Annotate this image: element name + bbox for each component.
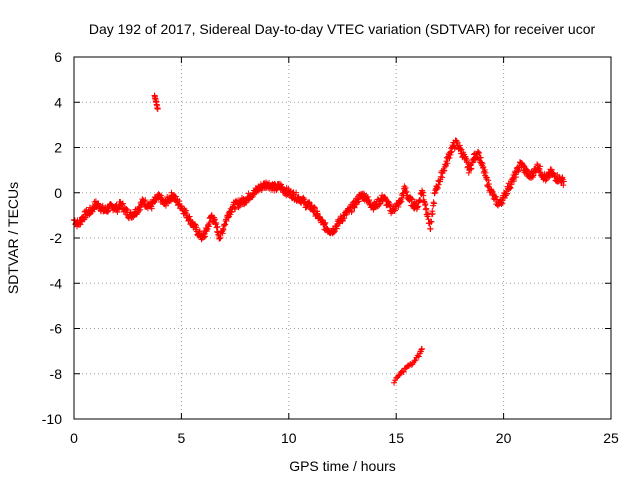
data-point: [446, 155, 453, 162]
y-tick-label: -8: [50, 366, 63, 382]
x-tick-label: 15: [388, 430, 404, 446]
y-tick-label: -2: [50, 230, 63, 246]
data-point: [214, 223, 221, 230]
plot-frame: [73, 56, 612, 420]
data-point: [560, 178, 567, 185]
data-point: [293, 189, 300, 196]
data-point: [434, 184, 441, 191]
data-point: [400, 368, 407, 375]
data-point: [202, 233, 209, 240]
data-point: [548, 166, 555, 173]
chart-title: Day 192 of 2017, Sidereal Day-to-day VTE…: [89, 21, 596, 37]
data-point: [418, 345, 425, 352]
x-axis-label: GPS time / hours: [289, 458, 396, 474]
y-axis-label: SDTVAR / TECUs: [5, 182, 21, 294]
data-point: [468, 165, 475, 172]
x-tick-label: 5: [178, 430, 186, 446]
data-point: [355, 198, 362, 205]
y-tick-label: -6: [50, 321, 63, 337]
data-point: [485, 177, 492, 184]
data-point: [418, 346, 425, 353]
data-point: [395, 203, 402, 210]
data-point: [412, 357, 419, 364]
data-point: [386, 201, 393, 208]
data-point: [429, 210, 436, 217]
data-point: [481, 166, 488, 173]
data-point: [232, 206, 239, 213]
x-tick-label: 20: [496, 430, 512, 446]
data-point: [91, 206, 98, 213]
data-point: [391, 379, 398, 386]
data-point: [428, 218, 435, 225]
data-point: [306, 199, 313, 206]
x-tick-label: 10: [281, 430, 297, 446]
data-point: [415, 353, 422, 360]
data-point: [192, 221, 199, 228]
data-point: [402, 365, 409, 372]
data-point: [485, 180, 492, 187]
data-point: [217, 234, 224, 241]
data-point: [409, 195, 416, 202]
y-tick-label: -4: [50, 275, 63, 291]
y-tick-label: -10: [42, 411, 62, 427]
y-tick-label: 2: [54, 140, 62, 156]
data-point: [523, 166, 530, 173]
data-point: [483, 174, 490, 181]
data-point: [499, 200, 506, 207]
x-tick-label: 0: [70, 430, 78, 446]
data-point: [417, 197, 424, 204]
data-point: [537, 163, 544, 170]
data-point: [398, 198, 405, 205]
data-point: [137, 206, 144, 213]
x-tick-label: 25: [603, 430, 619, 446]
data-point: [351, 204, 358, 211]
y-tick-label: 6: [54, 49, 62, 65]
y-tick-label: 0: [54, 185, 62, 201]
y-tick-label: 4: [54, 94, 62, 110]
data-point: [477, 154, 484, 161]
data-point: [183, 207, 190, 214]
grid-lines: [74, 57, 611, 419]
data-point: [124, 207, 131, 214]
data-point: [142, 197, 149, 204]
data-point: [475, 148, 482, 155]
data-point: [86, 211, 93, 218]
data-point: [423, 205, 430, 212]
data-point: [399, 368, 406, 375]
data-point: [480, 163, 487, 170]
data-point: [154, 106, 161, 113]
data-point: [424, 210, 431, 217]
data-point: [504, 190, 511, 197]
data-point: [148, 205, 155, 212]
data-point: [542, 177, 549, 184]
data-point: [314, 210, 321, 217]
data-point: [123, 205, 130, 212]
tick-labels: 0 5 10 15 20 25 -10 -8 -6 -4 -2 0 2 4 6: [42, 49, 619, 446]
data-point: [507, 185, 514, 192]
data-point: [322, 219, 329, 226]
data-point: [300, 194, 307, 201]
data-point: [312, 204, 319, 211]
data-points: [71, 92, 567, 386]
data-point: [119, 200, 126, 207]
data-point: [422, 201, 429, 208]
data-point: [395, 373, 402, 380]
data-point: [476, 150, 483, 157]
data-point: [427, 225, 434, 232]
data-point: [411, 357, 418, 364]
data-point: [492, 193, 499, 200]
data-point: [431, 200, 438, 207]
